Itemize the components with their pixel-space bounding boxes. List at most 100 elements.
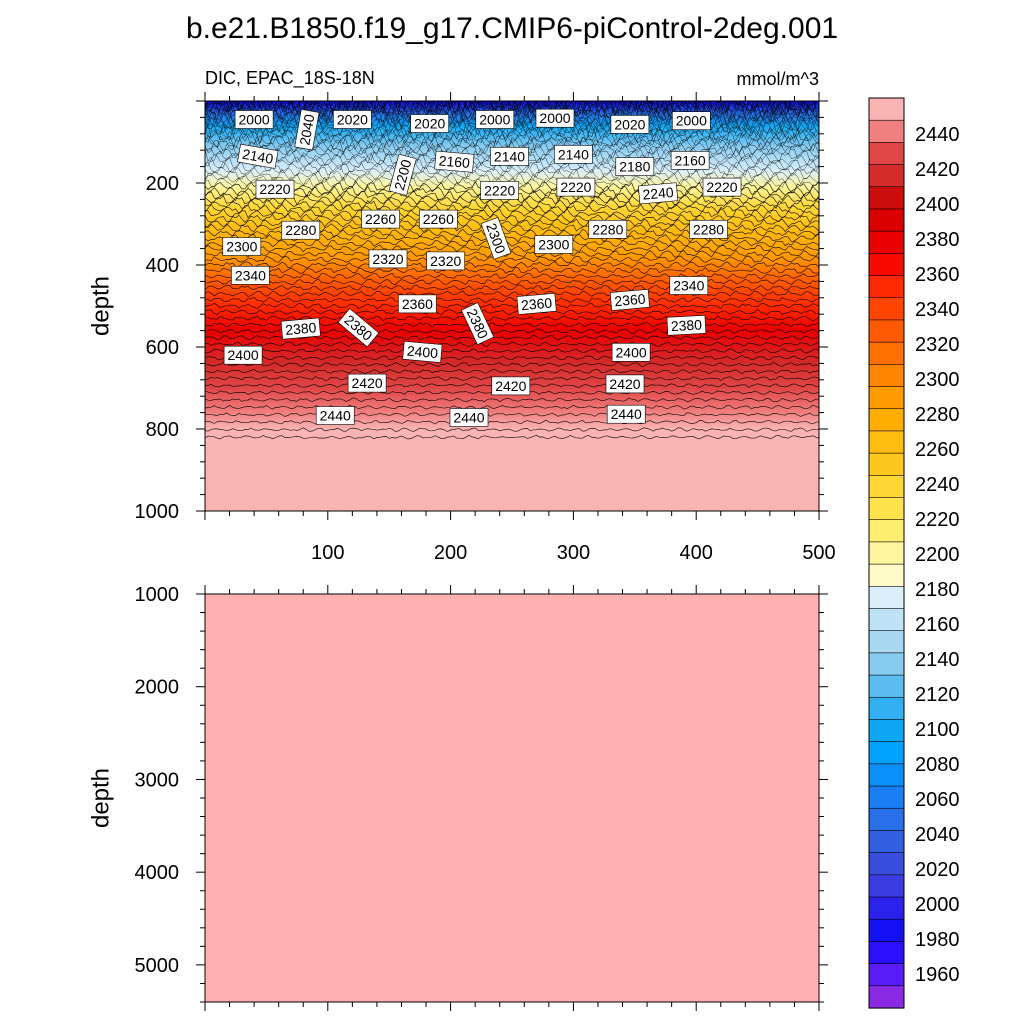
- contour-label-box: [231, 265, 270, 285]
- colorbar-swatch: [868, 386, 905, 410]
- y-tick-label: 3000: [135, 769, 180, 791]
- colorbar-swatch: [868, 142, 905, 166]
- contour-line: [205, 296, 819, 303]
- colorbar-label: 2240: [915, 474, 960, 496]
- colorbar-label: 2060: [915, 789, 960, 811]
- contour-label-box: [669, 276, 709, 295]
- contour-label-box: [666, 315, 707, 336]
- contour-label-box: [491, 376, 531, 396]
- contour-label: 2360: [516, 292, 557, 315]
- contour-label: 2280: [281, 220, 321, 240]
- contour-label-text: 2320: [430, 253, 461, 269]
- contour-line: [205, 341, 819, 347]
- bottom-field: [205, 594, 819, 1002]
- contour-label: 2260: [361, 209, 400, 229]
- contour-line: [205, 427, 819, 432]
- contour-label-box: [223, 345, 263, 365]
- contour-label-box: [234, 110, 274, 129]
- contour-label: 2400: [223, 345, 263, 365]
- contour-line: [207, 101, 819, 115]
- colorbar-swatch: [868, 719, 905, 743]
- colorbar-label: 2280: [915, 404, 960, 426]
- contour-label: 2360: [609, 288, 650, 311]
- contour-line: [205, 361, 819, 368]
- contour-label-box: [434, 150, 475, 173]
- contour-label-box: [689, 220, 728, 239]
- contour-label-text: 2260: [365, 211, 396, 227]
- contour-label: 2140: [490, 147, 529, 166]
- contour-label-text: 2180: [619, 159, 650, 175]
- contour-label-box: [480, 181, 520, 200]
- contour-label-text: 2440: [320, 408, 351, 424]
- contour-label: 2220: [702, 177, 742, 197]
- colorbar-label: 2200: [915, 544, 960, 566]
- contour-label: 2140: [554, 145, 593, 164]
- colorbar-swatch: [868, 807, 905, 832]
- contour-line: [205, 284, 819, 292]
- contour-label: 2260: [418, 209, 458, 229]
- colorbar-swatch: [868, 963, 905, 987]
- colorbar-frame: [868, 97, 905, 1009]
- colorbar-label: 2360: [915, 264, 960, 286]
- contour-label-box: [237, 143, 279, 169]
- colorbar-swatch: [868, 941, 905, 965]
- contour-label-box: [255, 179, 295, 199]
- contour-label: 2000: [535, 108, 575, 128]
- top-panel: DIC, EPAC_18S-18N mmol/m^3 2000 2040 2020 2…: [87, 68, 835, 564]
- contour-label: 2220: [255, 179, 295, 199]
- colorbar-swatch: [868, 186, 905, 210]
- contour-label-box: [702, 177, 742, 197]
- contour-line: [205, 255, 819, 264]
- contour-label-text: 2300: [226, 239, 257, 255]
- contour-label-box: [609, 288, 650, 311]
- contour-label-box: [398, 294, 437, 314]
- x-tick-label: 300: [557, 542, 590, 564]
- contour-label-text: 2300: [538, 237, 569, 253]
- contour-label-box: [361, 209, 400, 229]
- colorbar-label: 1960: [915, 964, 960, 986]
- colorbar-swatch: [868, 119, 905, 143]
- contour-line: [205, 412, 819, 417]
- contour-label: 2400: [402, 340, 443, 363]
- contour-line: [205, 244, 819, 253]
- contour-label-box: [490, 147, 529, 166]
- contour-label-box: [535, 108, 575, 128]
- contour-line: [205, 213, 819, 224]
- contour-line: [205, 290, 819, 297]
- contour-line: [205, 101, 817, 118]
- contour-label-text: 2140: [494, 148, 525, 164]
- contour-line: [205, 397, 819, 403]
- colorbar-swatch: [868, 763, 905, 787]
- contour-label: 2180: [615, 157, 655, 176]
- contour-label: 2020: [410, 114, 450, 133]
- contour-line: [205, 348, 819, 354]
- contour-label-box: [337, 308, 380, 348]
- x-tick-label: 500: [802, 542, 835, 564]
- contour-label: 2280: [689, 220, 728, 239]
- contour-label: 2440: [315, 406, 355, 425]
- contour-line: [205, 354, 819, 361]
- colorbar-label: 2180: [915, 579, 960, 601]
- contour-line: [205, 302, 819, 310]
- contour-label: 2160: [670, 151, 710, 170]
- top-right-string: mmol/m^3: [737, 69, 819, 89]
- colorbar-swatch: [868, 452, 905, 476]
- contour-label-text: 2360: [614, 291, 647, 310]
- contour-label-box: [294, 109, 320, 151]
- contour-label-text: 2400: [616, 344, 647, 360]
- contour-label-box: [610, 115, 650, 134]
- contour-label: 2000: [671, 111, 711, 130]
- contour-labels: 2000 2040 2020 2020 2000 2000 2020 2000 2140 2160…: [222, 108, 742, 427]
- figure-title: b.e21.B1850.f19_g17.CMIP6-piControl-2deg…: [186, 12, 838, 45]
- contour-label-text: 2280: [592, 221, 623, 237]
- top-y-axis: 200 400 600 800 1000: [135, 100, 828, 523]
- y-tick-label: 2000: [135, 677, 180, 699]
- contour-label-text: 2040: [296, 113, 317, 147]
- contour-label-box: [315, 406, 355, 425]
- colorbar-label: 2340: [915, 299, 960, 321]
- contour-label: 2000: [234, 110, 274, 129]
- contour-label-box: [280, 317, 321, 340]
- contour-label: 2200: [388, 153, 417, 196]
- contour-line: [205, 167, 819, 182]
- contour-line: [205, 239, 819, 248]
